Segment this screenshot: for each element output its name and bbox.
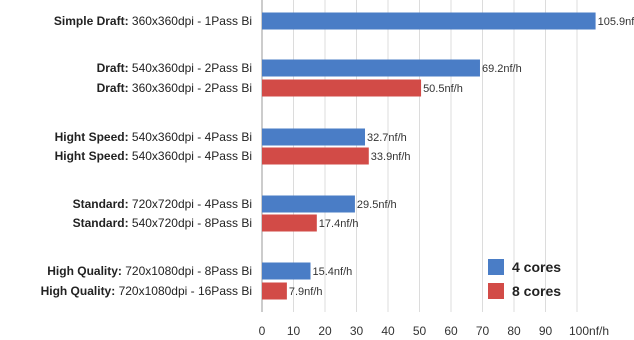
print-mode-name: Hight Speed: [55, 130, 129, 144]
bar-value-label: 33.9nf/h [371, 151, 411, 163]
row-label: Hight Speed: 540x360dpi - 4Pass Bi [55, 130, 252, 144]
legend-label: 8 cores [512, 283, 561, 299]
x-axis-ticks: 0 10 20 30 40 50 60 70 80 90 100nf/h [259, 324, 609, 338]
bar-value-label: 29.5nf/h [357, 199, 397, 211]
legend-swatch [488, 283, 504, 299]
bar-value-label: 69.2nf/h [482, 63, 522, 75]
print-mode-name: High Quality: [47, 264, 122, 278]
x-tick-label: 0 [259, 324, 266, 338]
grid-lines [261, 0, 578, 312]
print-mode-name: Standard: [73, 216, 129, 230]
row-label: High Quality: 720x1080dpi - 8Pass Bi [47, 264, 252, 278]
print-mode-name: Hight Speed: [55, 149, 129, 163]
x-tick-label: 90 [539, 324, 553, 338]
print-mode-detail: 360x360dpi - 1Pass Bi [129, 14, 252, 28]
bar-4-cores [262, 195, 355, 213]
row-label: High Quality: 720x1080dpi - 16Pass Bi [41, 284, 252, 298]
bar-8-cores [262, 147, 369, 165]
print-mode-name: High Quality: [41, 284, 116, 298]
bars: 105.9nf/h 69.2nf/h 50.5nf/h 32.7nf/h 33.9nf/… [262, 12, 634, 300]
row-label: Standard: 720x720dpi - 4Pass Bi [73, 197, 252, 211]
legend-label: 4 cores [512, 259, 561, 275]
print-mode-detail: 720x1080dpi - 8Pass Bi [122, 264, 252, 278]
x-tick-label: 30 [350, 324, 364, 338]
print-mode-name: Draft: [97, 61, 129, 75]
x-tick-label: 60 [444, 324, 458, 338]
print-mode-name: Simple Draft: [54, 14, 129, 28]
row-label: Draft: 360x360dpi - 2Pass Bi [97, 81, 252, 95]
bar-value-label: 17.4nf/h [319, 218, 359, 230]
bar-8-cores [262, 214, 317, 232]
bar-value-label: 15.4nf/h [313, 266, 353, 278]
row-label: Simple Draft: 360x360dpi - 1Pass Bi [54, 14, 252, 28]
row-labels: Simple Draft: 360x360dpi - 1Pass Bi Draft… [41, 14, 252, 298]
bar-4-cores [262, 59, 480, 77]
print-mode-detail: 720x1080dpi - 16Pass Bi [115, 284, 252, 298]
x-tick-label: 10 [287, 324, 301, 338]
bar-value-label: 105.9nf/h [598, 16, 634, 28]
legend-swatch [488, 259, 504, 275]
row-label: Standard: 540x720dpi - 8Pass Bi [73, 216, 252, 230]
bar-4-cores [262, 128, 366, 146]
bar-value-label: 32.7nf/h [367, 132, 407, 144]
x-tick-label: 70 [476, 324, 490, 338]
print-mode-detail: 540x360dpi - 2Pass Bi [129, 61, 252, 75]
x-tick-label: 20 [318, 324, 332, 338]
bar-8-cores [262, 282, 287, 300]
bar-4-cores [262, 262, 311, 280]
row-label: Draft: 540x360dpi - 2Pass Bi [97, 61, 252, 75]
legend: 4 cores 8 cores [488, 259, 561, 299]
print-mode-name: Standard: [73, 197, 129, 211]
bar-value-label: 50.5nf/h [423, 83, 463, 95]
print-mode-detail: 360x360dpi - 2Pass Bi [129, 81, 252, 95]
x-tick-label: 100nf/h [569, 324, 609, 338]
print-mode-detail: 720x720dpi - 4Pass Bi [129, 197, 252, 211]
x-tick-label: 80 [507, 324, 521, 338]
row-label: Hight Speed: 540x360dpi - 4Pass Bi [55, 149, 252, 163]
x-tick-label: 40 [381, 324, 395, 338]
print-mode-detail: 540x360dpi - 4Pass Bi [129, 130, 252, 144]
bar-8-cores [262, 79, 422, 97]
bar-4-cores [262, 12, 596, 30]
x-tick-label: 50 [413, 324, 427, 338]
bar-value-label: 7.9nf/h [289, 286, 323, 298]
print-mode-name: Draft: [97, 81, 129, 95]
print-mode-detail: 540x720dpi - 8Pass Bi [129, 216, 252, 230]
print-mode-detail: 540x360dpi - 4Pass Bi [129, 149, 252, 163]
